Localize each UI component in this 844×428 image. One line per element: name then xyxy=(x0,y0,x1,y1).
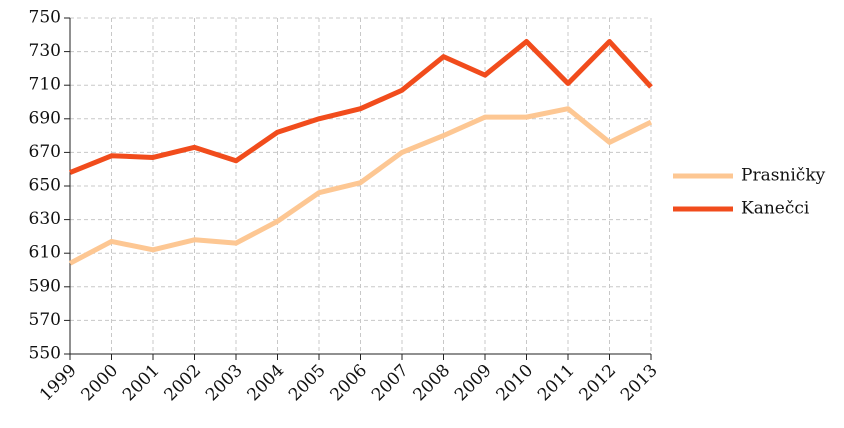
x-tick-label: 2002 xyxy=(160,361,205,406)
x-tick-label: 2011 xyxy=(534,361,579,406)
y-tick-label: 570 xyxy=(29,310,61,330)
x-tick-label: 2010 xyxy=(492,361,537,406)
y-tick-label: 650 xyxy=(29,176,61,196)
x-tick-label: 2007 xyxy=(368,361,413,406)
x-tick-label: 2013 xyxy=(617,361,662,406)
y-tick-label: 670 xyxy=(29,142,61,162)
y-tick-label: 590 xyxy=(29,276,61,296)
x-tick-label: 2006 xyxy=(326,361,371,406)
line-series xyxy=(69,39,653,175)
y-tick-label: 690 xyxy=(29,108,61,128)
x-tick-label: 2009 xyxy=(451,361,496,406)
x-tick-label: 2000 xyxy=(77,361,122,406)
x-tick-label: 2004 xyxy=(243,361,288,406)
y-tick-label: 710 xyxy=(29,75,61,95)
x-tick-label: 2003 xyxy=(202,361,247,406)
line-series xyxy=(68,106,653,266)
x-tick-label: 2008 xyxy=(409,361,454,406)
y-tick-label: 610 xyxy=(29,243,61,263)
y-tick-label: 630 xyxy=(29,209,61,229)
x-tick-label: 1999 xyxy=(36,361,81,406)
y-tick-label: 750 xyxy=(29,8,61,28)
x-tick-label: 2001 xyxy=(119,361,164,406)
y-tick-label: 550 xyxy=(29,344,61,364)
x-tick-label: 2012 xyxy=(575,361,620,406)
legend-label: Prasničky xyxy=(741,166,826,186)
x-tick-label: 2005 xyxy=(285,361,330,406)
y-tick-label: 730 xyxy=(29,41,61,61)
legend-label: Kanečci xyxy=(741,199,810,219)
